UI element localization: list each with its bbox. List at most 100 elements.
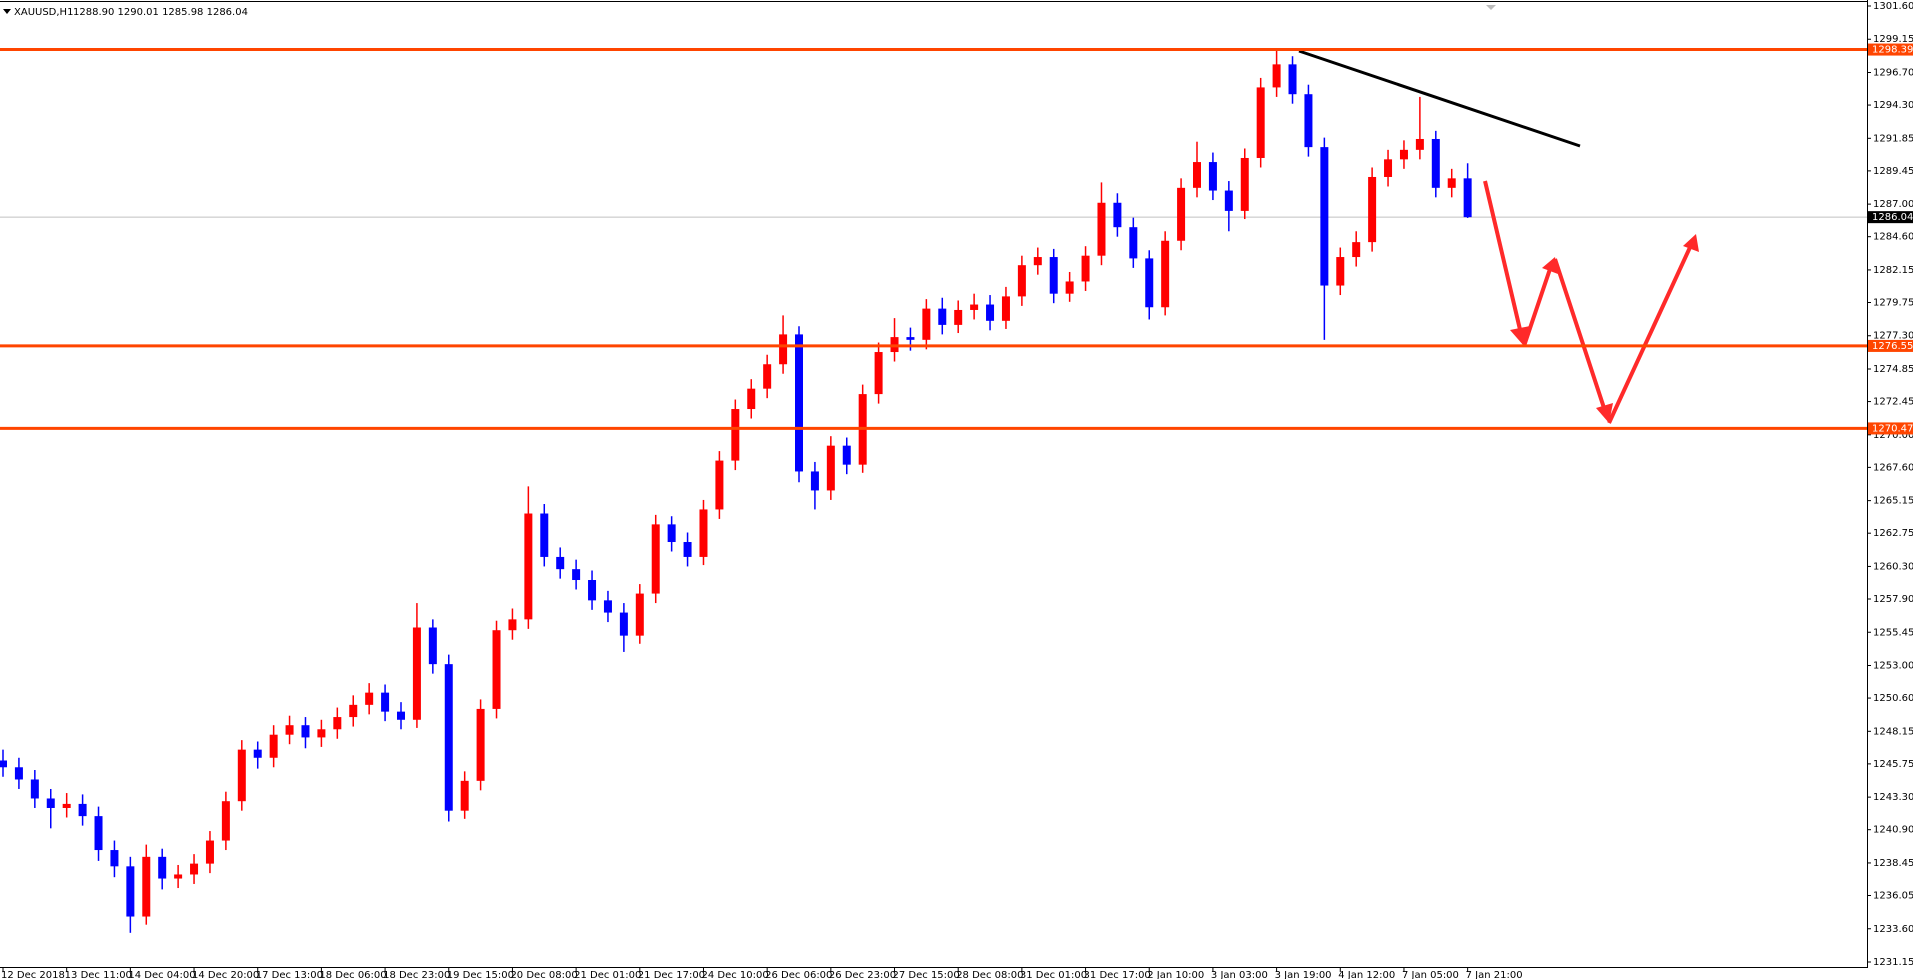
- candle-body: [349, 704, 358, 718]
- x-tick-label: 31 Dec 01:00: [1020, 970, 1087, 979]
- arrow-head: [1683, 234, 1699, 252]
- candle-body: [922, 308, 931, 340]
- y-tick-label: 1282.15: [1873, 265, 1913, 276]
- candle-body: [1065, 281, 1074, 294]
- ohlc-readout: 1288.90 1290.01 1285.98 1286.04: [73, 7, 248, 18]
- x-tick-label: 4 Jan 12:00: [1338, 970, 1395, 979]
- candle-body: [1049, 257, 1058, 294]
- candle-body: [237, 749, 246, 802]
- candle-body: [190, 863, 199, 875]
- y-tick-label: 1262.75: [1873, 528, 1913, 539]
- x-tick-label: 17 Dec 13:00: [256, 970, 323, 979]
- candle-body: [381, 692, 390, 712]
- candle-body: [572, 569, 581, 581]
- candle-body: [1145, 258, 1154, 308]
- candle-body: [428, 627, 437, 665]
- y-tick-label: 1231.15: [1873, 957, 1913, 968]
- y-tick-label: 1296.70: [1873, 67, 1913, 78]
- y-tick-label: 1255.45: [1873, 627, 1913, 638]
- candle-body: [1256, 87, 1265, 158]
- candle-body: [285, 725, 294, 735]
- y-tick-label: 1277.30: [1873, 331, 1913, 342]
- y-tick-label: 1287.00: [1873, 199, 1913, 210]
- candle-body: [810, 471, 819, 491]
- marks: [0, 50, 1867, 933]
- candle-body: [540, 513, 549, 557]
- y-tick-label: 1294.30: [1873, 100, 1913, 111]
- candle-body: [317, 729, 326, 738]
- y-tick-label: 1289.45: [1873, 166, 1913, 177]
- menu-triangle[interactable]: [3, 9, 11, 14]
- candle-body: [970, 304, 979, 310]
- candle-body: [1177, 187, 1186, 241]
- y-tick-label: 1236.05: [1873, 891, 1913, 902]
- candle-body: [874, 352, 883, 395]
- y-tick-label: 1272.45: [1873, 397, 1913, 408]
- candle-body: [906, 337, 915, 340]
- candle-body: [1208, 162, 1217, 191]
- candle-body: [603, 600, 612, 613]
- candle-body: [1384, 159, 1393, 177]
- candle-body: [763, 364, 772, 389]
- candle-body: [333, 717, 342, 730]
- x-tick-label: 13 Dec 11:00: [65, 970, 132, 979]
- last-price-box: [1868, 211, 1913, 224]
- candle-body: [1431, 138, 1440, 188]
- trend-line: [1298, 49, 1581, 148]
- candle-body: [1240, 157, 1249, 211]
- candle-body: [747, 388, 756, 410]
- candle-body: [94, 816, 103, 851]
- y-tick-label: 1270.00: [1873, 430, 1913, 441]
- candle-body: [492, 630, 501, 709]
- symbol: XAUUSD,H1: [14, 7, 73, 18]
- y-tick-label: 1250.60: [1873, 693, 1913, 704]
- forecast-arrow: [1483, 180, 1524, 339]
- x-tick-label: 26 Dec 06:00: [765, 970, 832, 979]
- candle-body: [938, 308, 947, 325]
- candle-body: [110, 850, 119, 867]
- x-tick-label: 12 Dec 2018: [1, 970, 65, 979]
- candle-body: [635, 593, 644, 636]
- candle-body: [1304, 94, 1313, 148]
- candle-body: [460, 780, 469, 811]
- level-label-box: [1868, 43, 1913, 56]
- forecast-arrow: [1522, 265, 1553, 347]
- candle-body: [731, 409, 740, 461]
- y-tick-label: 1284.60: [1873, 232, 1913, 243]
- candle-body: [1368, 176, 1377, 243]
- y-tick-label: 1291.85: [1873, 133, 1913, 144]
- candle-body: [142, 856, 151, 917]
- x-tick-label: 3 Jan 03:00: [1211, 970, 1268, 979]
- y-tick-label: 1257.90: [1873, 594, 1913, 605]
- candle-body: [1161, 240, 1170, 308]
- candle-body: [1033, 257, 1042, 266]
- candle-body: [158, 856, 167, 879]
- x-tick-label: 26 Dec 23:00: [829, 970, 896, 979]
- x-tick-label: 7 Jan 05:00: [1402, 970, 1459, 979]
- candle-body: [412, 627, 421, 720]
- x-tick-label: 24 Dec 10:00: [701, 970, 768, 979]
- x-tick-label: 14 Dec 20:00: [192, 970, 259, 979]
- arrow-head: [1596, 403, 1613, 423]
- candle-body: [1113, 202, 1122, 228]
- candle-body: [1288, 64, 1297, 95]
- candle-body: [715, 460, 724, 510]
- x-tick-label: 20 Dec 08:00: [510, 970, 577, 979]
- y-tick-label: 1299.15: [1873, 34, 1913, 45]
- candle-body: [667, 524, 676, 543]
- y-tick-label: 1233.60: [1873, 924, 1913, 935]
- level-label: 1276.55: [1872, 341, 1913, 352]
- candle-body: [588, 580, 597, 601]
- level-label-box: [1868, 422, 1913, 435]
- candle-body: [1129, 227, 1138, 259]
- y-tick-label: 1265.15: [1873, 496, 1913, 507]
- x-tick-label: 18 Dec 23:00: [383, 970, 450, 979]
- candle-body: [1463, 178, 1472, 218]
- y-tick-label: 1260.30: [1873, 561, 1913, 572]
- last-price-label: 1286.04: [1872, 212, 1913, 223]
- candle-body: [46, 798, 55, 808]
- candle-body: [30, 779, 39, 799]
- y-tick-label: 1279.75: [1873, 298, 1913, 309]
